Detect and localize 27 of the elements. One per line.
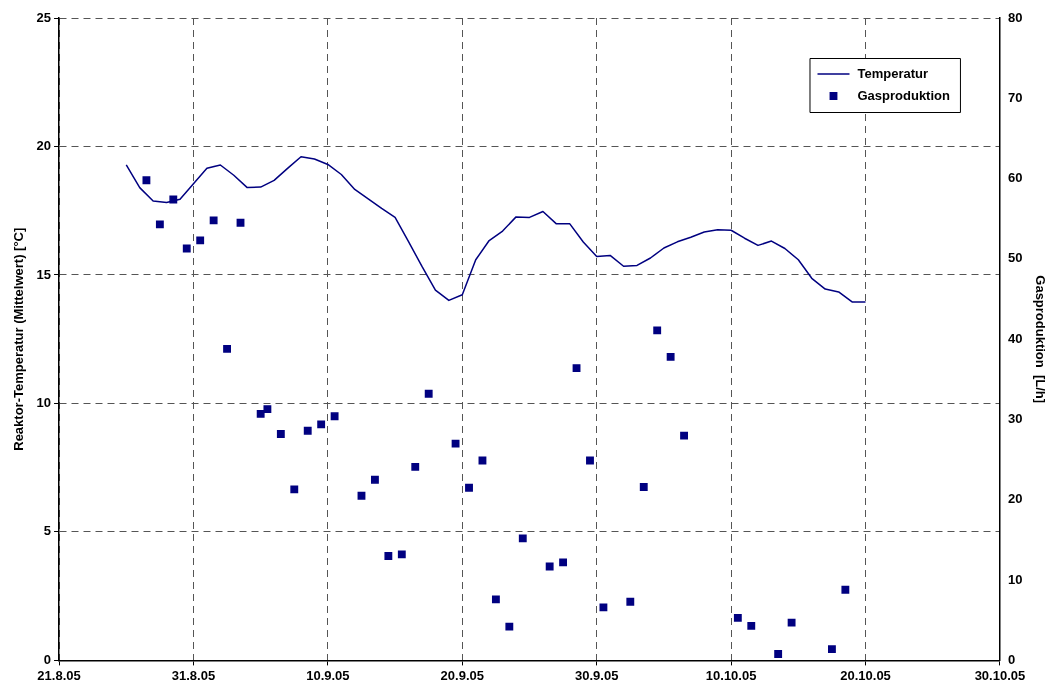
y-tick-label: 15 [36,266,52,282]
x-tick-label: 10.10.05 [705,667,757,683]
y-tick-label: 25 [36,9,52,25]
y-tick-label: 5 [43,523,52,539]
x-tick-label: 21.8.05 [37,667,81,683]
y-tick-label: 10 [36,395,52,411]
y2-tick-label: 70 [1007,89,1023,105]
y2-tick-label: 30 [1007,411,1023,427]
legend-label: Gasproduktion [857,87,950,103]
y-axis-title: Reaktor-Temperatur (Mittelwert) [°C] [11,227,27,451]
x-tick-label: 20.10.05 [840,667,891,683]
y2-tick-label: 0 [1007,651,1016,667]
x-tick-label: 31.8.05 [171,667,216,683]
x-tick-label: 20.9.05 [440,667,484,683]
legend-label: Temperatur [857,65,929,81]
y-tick-label: 0 [43,651,52,667]
y2-tick-label: 10 [1007,571,1023,587]
x-tick-label: 30.10.05 [974,667,1026,683]
y2-tick-label: 50 [1007,250,1023,266]
y2-tick-label: 40 [1007,330,1023,346]
y-tick-label: 20 [36,138,52,154]
y2-tick-label: 80 [1007,9,1023,25]
x-tick-label: 10.9.05 [306,667,350,683]
x-tick-label: 30.9.05 [575,667,619,683]
y2-axis-title: Gasproduktion [L/h] [1032,275,1048,404]
y2-tick-label: 20 [1007,491,1023,507]
y2-tick-label: 60 [1007,170,1023,186]
